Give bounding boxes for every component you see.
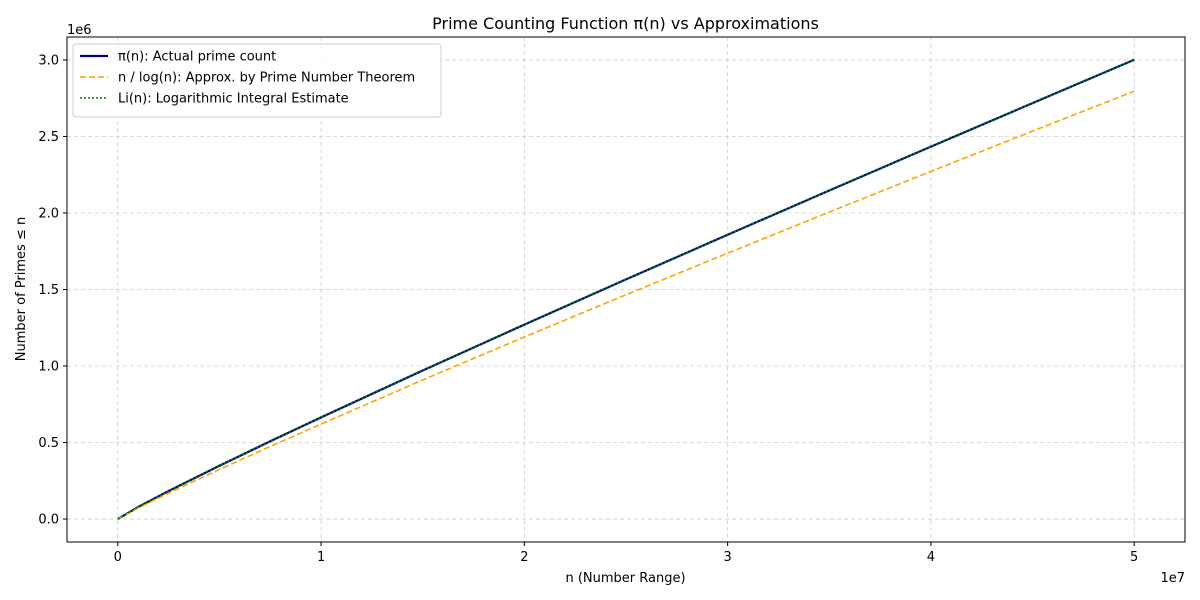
- y-tick-label: 1.0: [38, 360, 59, 375]
- y-tick-label: 2.5: [38, 130, 59, 145]
- legend-frame: [72, 43, 442, 118]
- x-tick-label: 5: [1130, 550, 1138, 565]
- y-tick-label: 2.0: [38, 206, 59, 221]
- legend-label: Li(n): Logarithmic Integral Estimate: [118, 92, 349, 107]
- y-tick-label: 3.0: [38, 53, 59, 68]
- y-tick-label: 1.5: [38, 283, 59, 298]
- x-tick-label: 4: [927, 550, 935, 565]
- grid: [67, 37, 1185, 542]
- y-tick-label: 0.5: [38, 436, 59, 451]
- chart-title: Prime Counting Function π(n) vs Approxim…: [432, 14, 819, 33]
- axis-ticks: 0 1 2 3 4 5 0.0 0.5 1.0 1.5 2.0 2.5 3.0: [38, 53, 1138, 565]
- legend-label: n / log(n): Approx. by Prime Number Theo…: [118, 71, 415, 86]
- x-tick-label: 1: [317, 550, 325, 565]
- legend-label: π(n): Actual prime count: [118, 50, 276, 65]
- y-axis-label: Number of Primes ≤ n: [14, 217, 29, 361]
- y-axis-offset-label: 1e6: [67, 23, 92, 38]
- x-tick-label: 3: [723, 550, 731, 565]
- x-axis-offset-label: 1e7: [1160, 571, 1185, 586]
- x-axis-label: n (Number Range): [565, 571, 685, 586]
- x-tick-label: 2: [520, 550, 528, 565]
- series-lines: [117, 58, 1135, 520]
- series-line-3: [117, 58, 1135, 520]
- x-tick-label: 0: [114, 550, 122, 565]
- y-tick-label: 0.0: [38, 513, 59, 528]
- series-line-2: [117, 90, 1135, 520]
- legend: π(n): Actual prime count n / log(n): Appr…: [72, 43, 442, 118]
